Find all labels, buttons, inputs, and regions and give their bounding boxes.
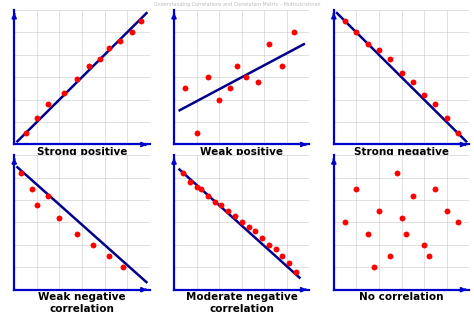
Point (85, 63, 92, 69)
Point (224, 208, 232, 214)
Point (432, 102, 439, 107)
Point (33, 202, 41, 207)
Point (420, 242, 428, 247)
X-axis label: Weak negative
correlation: Weak negative correlation (38, 292, 126, 314)
Point (193, 131, 201, 136)
Point (90, 242, 97, 247)
Point (364, 41, 372, 46)
Point (197, 186, 205, 191)
Point (179, 170, 187, 176)
Point (193, 184, 201, 189)
Point (402, 231, 410, 236)
Point (28, 186, 36, 191)
Point (454, 220, 462, 225)
Point (44, 193, 52, 198)
Point (44, 102, 52, 107)
Point (409, 79, 417, 84)
Point (279, 253, 286, 259)
Point (254, 79, 261, 84)
Point (182, 86, 189, 91)
Point (186, 179, 193, 185)
Point (227, 86, 234, 91)
Point (341, 19, 349, 24)
Point (105, 253, 113, 259)
Point (285, 260, 293, 265)
Point (292, 269, 300, 274)
X-axis label: Weak positive
correlation: Weak positive correlation (200, 147, 283, 169)
Point (393, 170, 401, 176)
Point (341, 220, 349, 225)
Point (371, 265, 378, 270)
X-axis label: Moderate negative
correlation: Moderate negative correlation (186, 292, 298, 314)
Point (386, 253, 394, 259)
Point (96, 57, 104, 62)
Point (398, 215, 405, 221)
Point (73, 77, 81, 82)
Point (204, 75, 212, 80)
X-axis label: No correlation: No correlation (359, 292, 444, 302)
Point (233, 63, 241, 69)
Point (265, 242, 273, 247)
Point (279, 63, 286, 69)
Point (272, 247, 279, 252)
Point (128, 30, 136, 35)
Point (33, 115, 41, 120)
Point (353, 30, 360, 35)
Point (398, 70, 405, 75)
Point (454, 131, 462, 136)
Point (409, 193, 417, 198)
Point (204, 193, 212, 198)
Point (386, 57, 394, 62)
Point (375, 48, 383, 53)
Point (243, 75, 250, 80)
Point (215, 97, 223, 102)
Point (231, 213, 239, 218)
Point (117, 39, 124, 44)
Point (119, 265, 127, 270)
Point (22, 131, 29, 136)
Text: Understanding Correlations and Correlation Matrix – Muthukrishnan: Understanding Correlations and Correlati… (154, 2, 320, 7)
Point (238, 220, 246, 225)
Point (425, 253, 432, 259)
Point (290, 30, 298, 35)
X-axis label: Strong positive
correlation: Strong positive correlation (37, 147, 127, 169)
Point (17, 170, 25, 176)
Point (432, 186, 439, 191)
Point (420, 93, 428, 98)
Point (265, 41, 273, 46)
Point (55, 215, 63, 221)
X-axis label: Strong negative
correlation: Strong negative correlation (354, 147, 449, 169)
Point (375, 208, 383, 214)
Point (252, 229, 259, 234)
Point (258, 235, 266, 241)
Point (353, 186, 360, 191)
Point (105, 45, 113, 51)
Point (137, 19, 145, 24)
Point (443, 208, 450, 214)
Point (364, 231, 372, 236)
Point (73, 231, 81, 236)
Point (443, 115, 450, 120)
Point (211, 199, 219, 205)
Point (245, 224, 252, 230)
Point (60, 90, 68, 96)
Point (218, 202, 225, 207)
